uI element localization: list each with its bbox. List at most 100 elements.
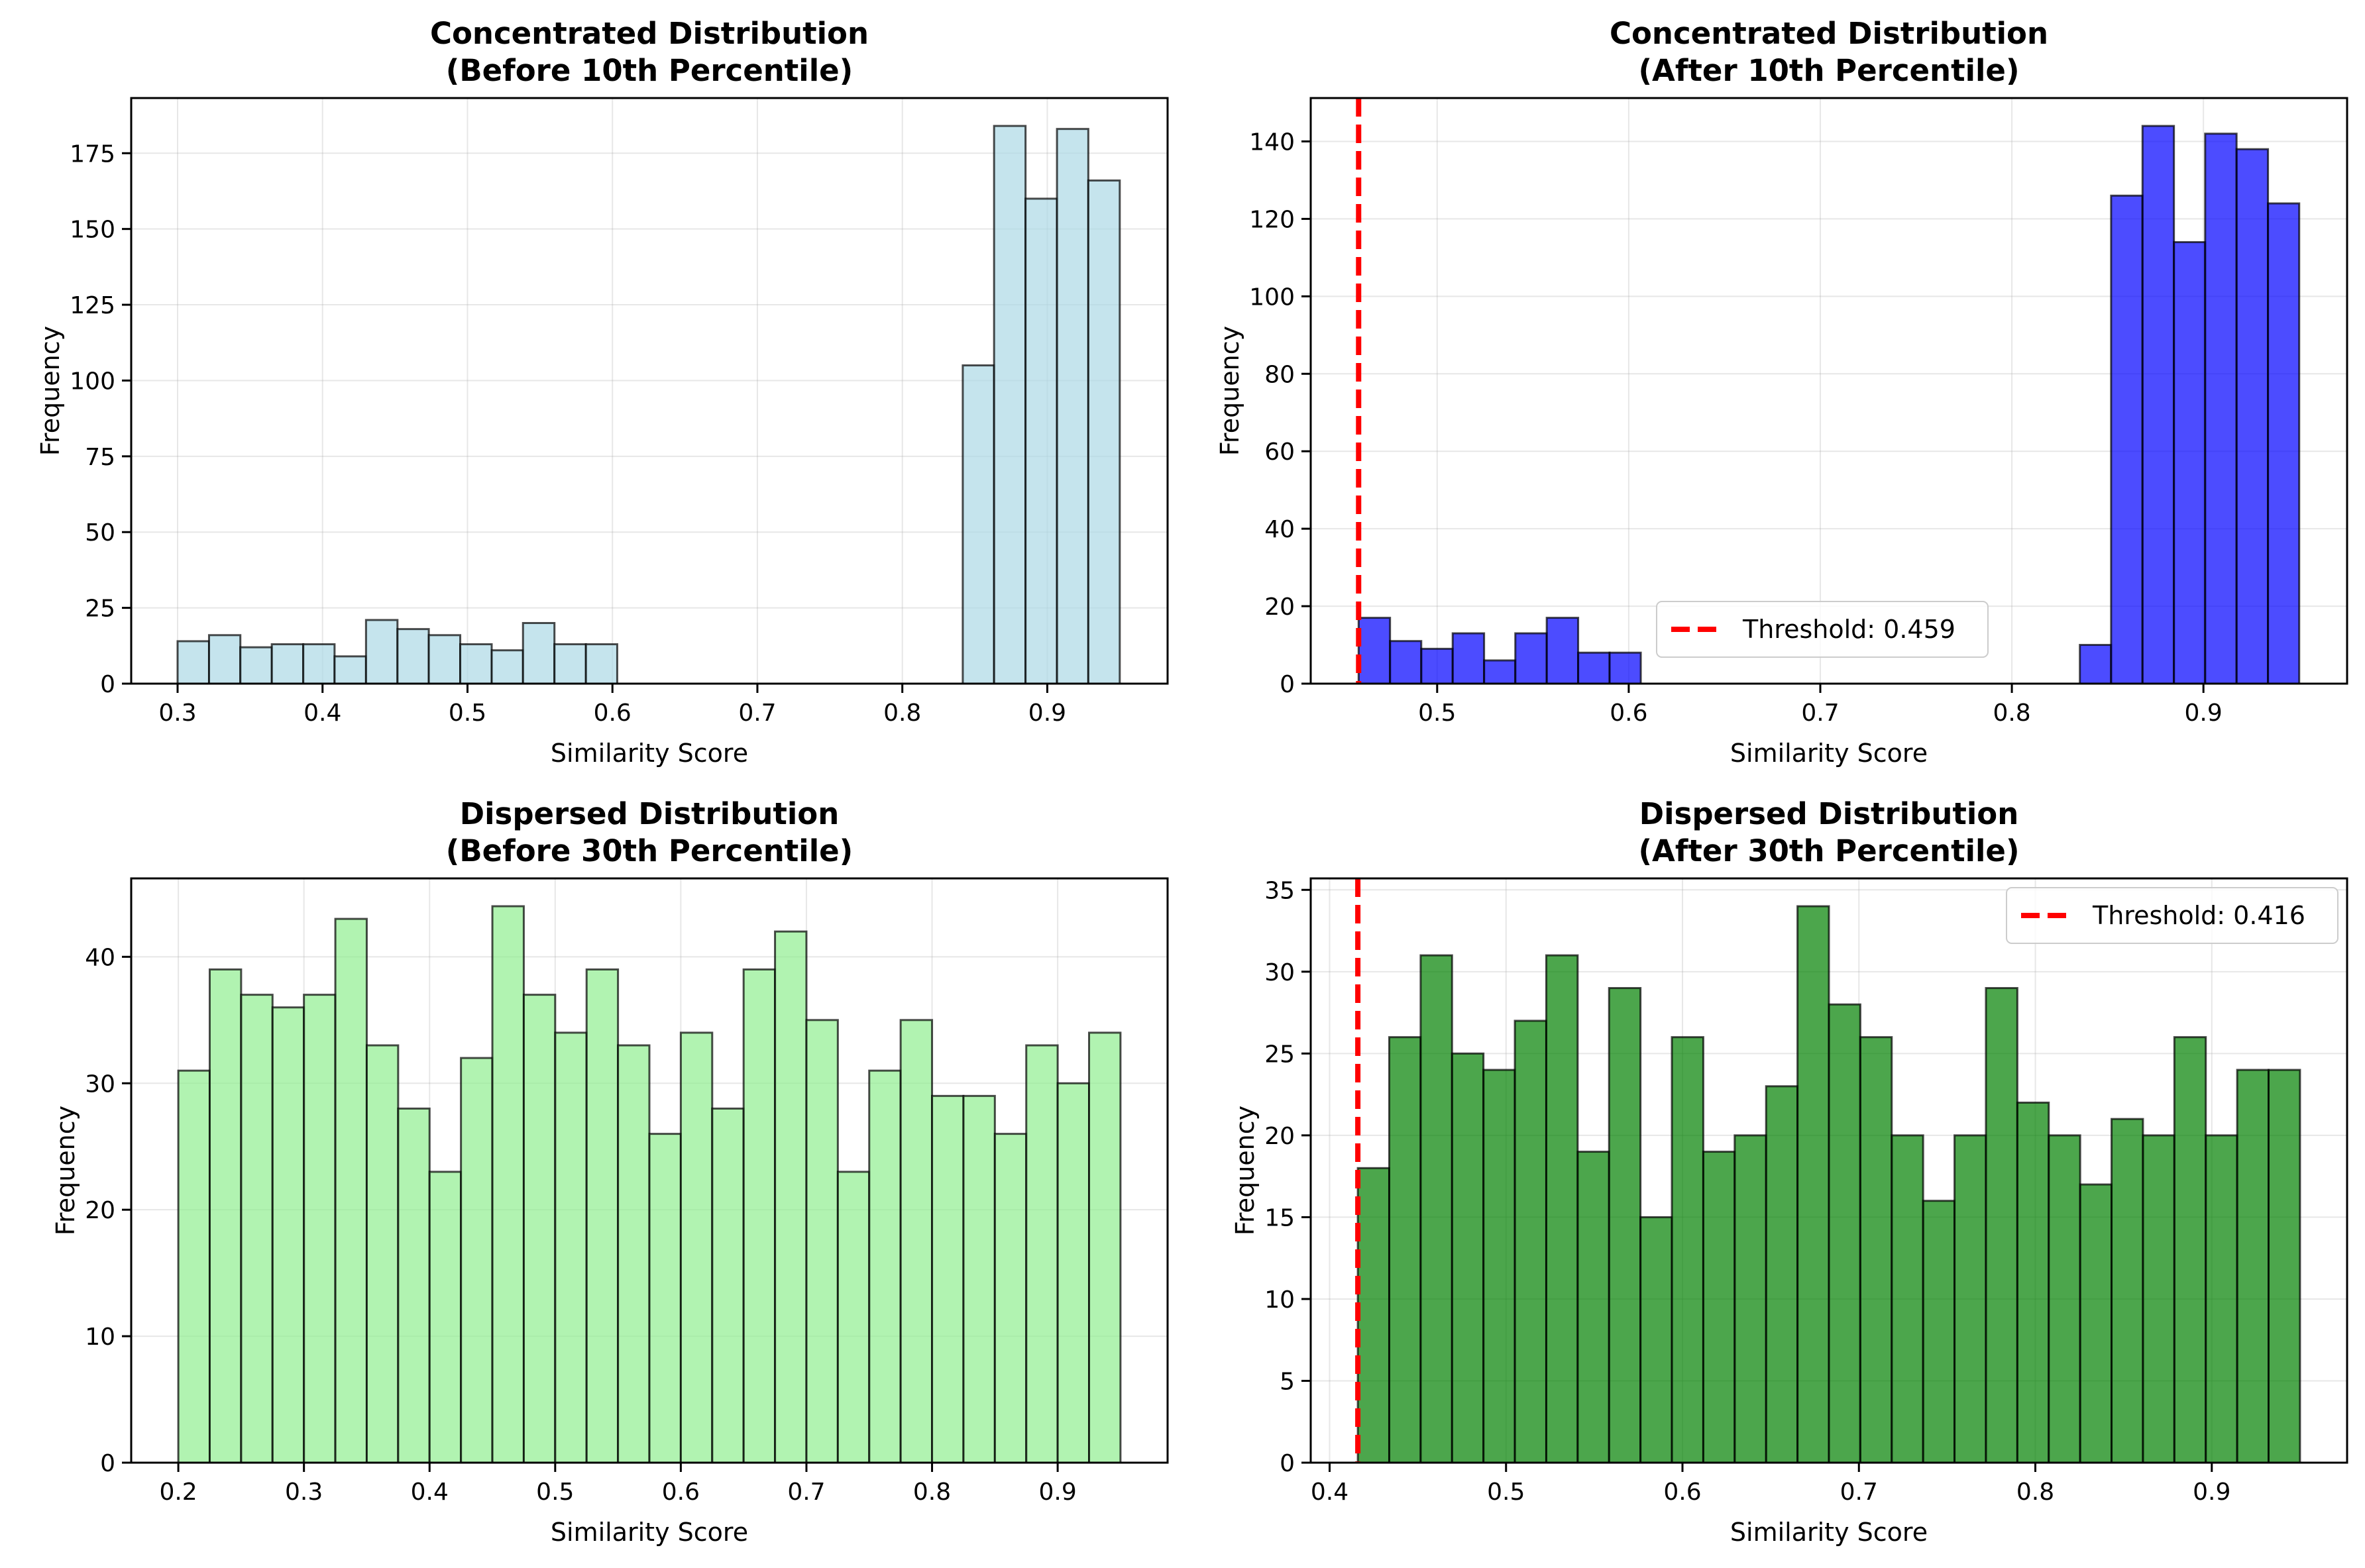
histogram-bar xyxy=(1576,1151,1610,1464)
histogram-bar xyxy=(1859,1036,1893,1464)
chart-title: Concentrated Distribution xyxy=(430,16,869,51)
histogram-bar xyxy=(522,994,557,1464)
histogram-bar xyxy=(208,968,243,1464)
y-tick-label: 120 xyxy=(1249,206,1295,233)
x-tick-label: 0.5 xyxy=(449,700,486,727)
panel-dispersed-before: 0.2 0.3 0.4 0.5 0.6 0.7 0.8 0.9 0 10 20 30 40 Similar… xyxy=(51,796,1169,1547)
x-axis-label: Similarity Score xyxy=(551,739,748,768)
x-tick-label: 0.2 xyxy=(159,1479,197,1506)
histogram-bar xyxy=(459,643,493,685)
x-tick-label: 0.7 xyxy=(738,700,776,727)
x-tick-label: 0.9 xyxy=(1038,1479,1076,1506)
x-axis-label: Similarity Score xyxy=(551,1518,748,1547)
histogram-bar xyxy=(1420,647,1454,685)
y-axis-ticks: 0 25 50 75 100 125 150 175 xyxy=(70,140,131,698)
histogram-bar xyxy=(333,655,367,685)
y-tick-label: 35 xyxy=(1264,877,1295,904)
axes-frame xyxy=(1309,97,2348,685)
x-tick-label: 0.4 xyxy=(303,700,341,727)
histogram-bar xyxy=(240,994,274,1464)
x-tick-label: 0.7 xyxy=(1840,1479,1878,1506)
histogram-bar xyxy=(270,643,305,685)
histogram-bar xyxy=(868,1069,902,1464)
legend-box xyxy=(2006,887,2338,944)
histogram-bar xyxy=(1451,632,1486,685)
histogram-bar xyxy=(2204,132,2238,685)
y-tick-label: 60 xyxy=(1264,439,1295,466)
histogram-bar xyxy=(1056,1082,1091,1464)
histogram-bar xyxy=(1796,905,1830,1464)
y-tick-label: 5 xyxy=(1280,1368,1295,1395)
histogram-bar xyxy=(1357,617,1392,685)
y-axis-ticks: 0 10 20 30 40 xyxy=(85,944,131,1477)
histogram-bar xyxy=(365,1044,400,1464)
histogram-bar xyxy=(1639,1216,1673,1464)
histogram-bar xyxy=(993,125,1027,685)
histogram-bar xyxy=(1891,1134,1924,1464)
histogram-bar xyxy=(931,1094,965,1464)
histogram-bar xyxy=(836,1171,871,1464)
axes-frame xyxy=(130,877,1169,1464)
histogram-bar xyxy=(2016,1101,2050,1464)
histogram-bar xyxy=(993,1133,1028,1464)
y-tick-label: 80 xyxy=(1264,361,1295,388)
histogram-bar xyxy=(1733,1134,1767,1464)
histogram-bar xyxy=(1922,1200,1956,1464)
histogram-bars xyxy=(176,125,1121,685)
y-tick-label: 50 xyxy=(85,519,115,547)
legend-label: Threshold: 0.416 xyxy=(2092,901,2305,930)
histogram-bar xyxy=(2142,1134,2175,1464)
histogram-bar xyxy=(648,1133,682,1464)
y-tick-label: 0 xyxy=(1280,1450,1295,1477)
y-tick-label: 125 xyxy=(70,292,115,319)
axes-frame xyxy=(130,97,1169,685)
histogram-bar xyxy=(1451,1052,1485,1464)
histogram-bar xyxy=(271,1006,305,1464)
x-axis-ticks: 0.3 0.4 0.5 0.6 0.7 0.8 0.9 xyxy=(158,684,1066,727)
histogram-bar xyxy=(2235,148,2270,685)
chart-subtitle: (Before 30th Percentile) xyxy=(446,833,853,868)
histogram-bar xyxy=(584,643,618,685)
histogram-bar xyxy=(1419,954,1453,1464)
y-tick-label: 0 xyxy=(100,671,115,698)
histogram-bar xyxy=(1388,1036,1422,1464)
x-tick-label: 0.5 xyxy=(536,1479,574,1506)
histogram-bar xyxy=(1025,1044,1059,1464)
x-tick-label: 0.9 xyxy=(1028,700,1066,727)
y-tick-label: 175 xyxy=(70,140,115,168)
x-axis-ticks: 0.2 0.3 0.4 0.5 0.6 0.7 0.8 0.9 xyxy=(159,1463,1077,1506)
y-tick-label: 10 xyxy=(85,1324,115,1351)
histogram-bar xyxy=(1545,617,1580,685)
histogram-bar xyxy=(1513,1019,1547,1464)
x-tick-label: 0.9 xyxy=(2185,700,2223,727)
histogram-bar xyxy=(554,1031,588,1464)
histogram-bar xyxy=(1356,1167,1390,1464)
y-tick-label: 0 xyxy=(1280,671,1295,698)
y-tick-label: 140 xyxy=(1249,129,1295,156)
histogram-bar xyxy=(962,364,995,685)
histogram-bar xyxy=(460,1057,494,1464)
histogram-bar xyxy=(177,1069,211,1464)
y-tick-label: 10 xyxy=(1264,1286,1295,1314)
x-tick-label: 0.5 xyxy=(1487,1479,1525,1506)
y-tick-label: 30 xyxy=(1264,959,1295,986)
y-tick-label: 20 xyxy=(1264,1123,1295,1150)
histogram-bar xyxy=(427,634,462,685)
legend: Threshold: 0.416 xyxy=(2006,887,2338,944)
histogram-bar xyxy=(2110,194,2144,685)
legend-box xyxy=(1656,601,1989,658)
chart-subtitle: (After 30th Percentile) xyxy=(1638,833,2019,868)
histogram-bar xyxy=(1765,1085,1799,1464)
histogram-bar xyxy=(553,643,587,685)
histogram-bar xyxy=(679,1031,714,1464)
histogram-bar xyxy=(2173,1036,2207,1464)
histogram-bar xyxy=(207,634,242,685)
x-tick-label: 0.3 xyxy=(158,700,196,727)
histogram-bar xyxy=(1088,1031,1122,1464)
chart-subtitle: (Before 10th Percentile) xyxy=(446,53,853,88)
legend: Threshold: 0.459 xyxy=(1656,601,1989,658)
y-tick-label: 20 xyxy=(1264,594,1295,621)
chart-title: Concentrated Distribution xyxy=(1610,16,2048,51)
histogram-bar xyxy=(1828,1003,1861,1464)
